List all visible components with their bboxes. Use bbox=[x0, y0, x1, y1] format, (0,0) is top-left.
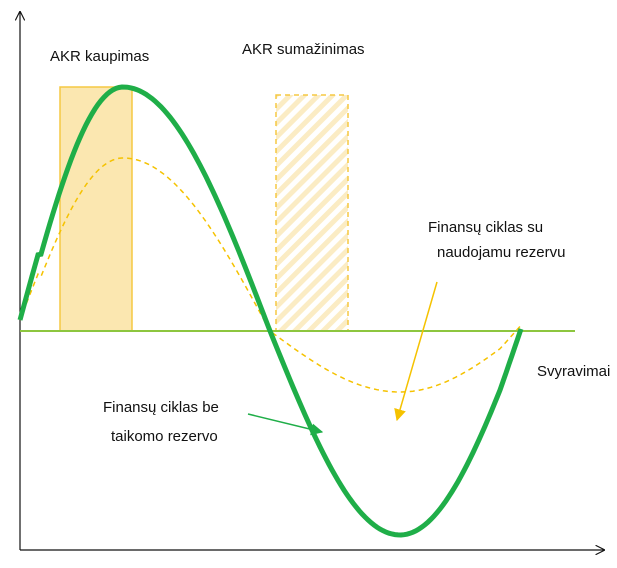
label: Finansų ciklas be bbox=[103, 399, 219, 416]
label: Svyravimai bbox=[537, 363, 610, 380]
cycle-without-reserve bbox=[17, 84, 524, 538]
reserve-cycle bbox=[19, 157, 522, 393]
reduction-box bbox=[275, 94, 349, 332]
arrow bbox=[247, 413, 324, 436]
label: naudojamu rezervu bbox=[437, 244, 565, 261]
label: Finansų ciklas su bbox=[428, 219, 543, 236]
label: taikomo rezervo bbox=[111, 428, 218, 445]
label: AKR kaupimas bbox=[50, 48, 149, 65]
arrow bbox=[394, 281, 438, 422]
label: AKR sumažinimas bbox=[242, 41, 365, 58]
